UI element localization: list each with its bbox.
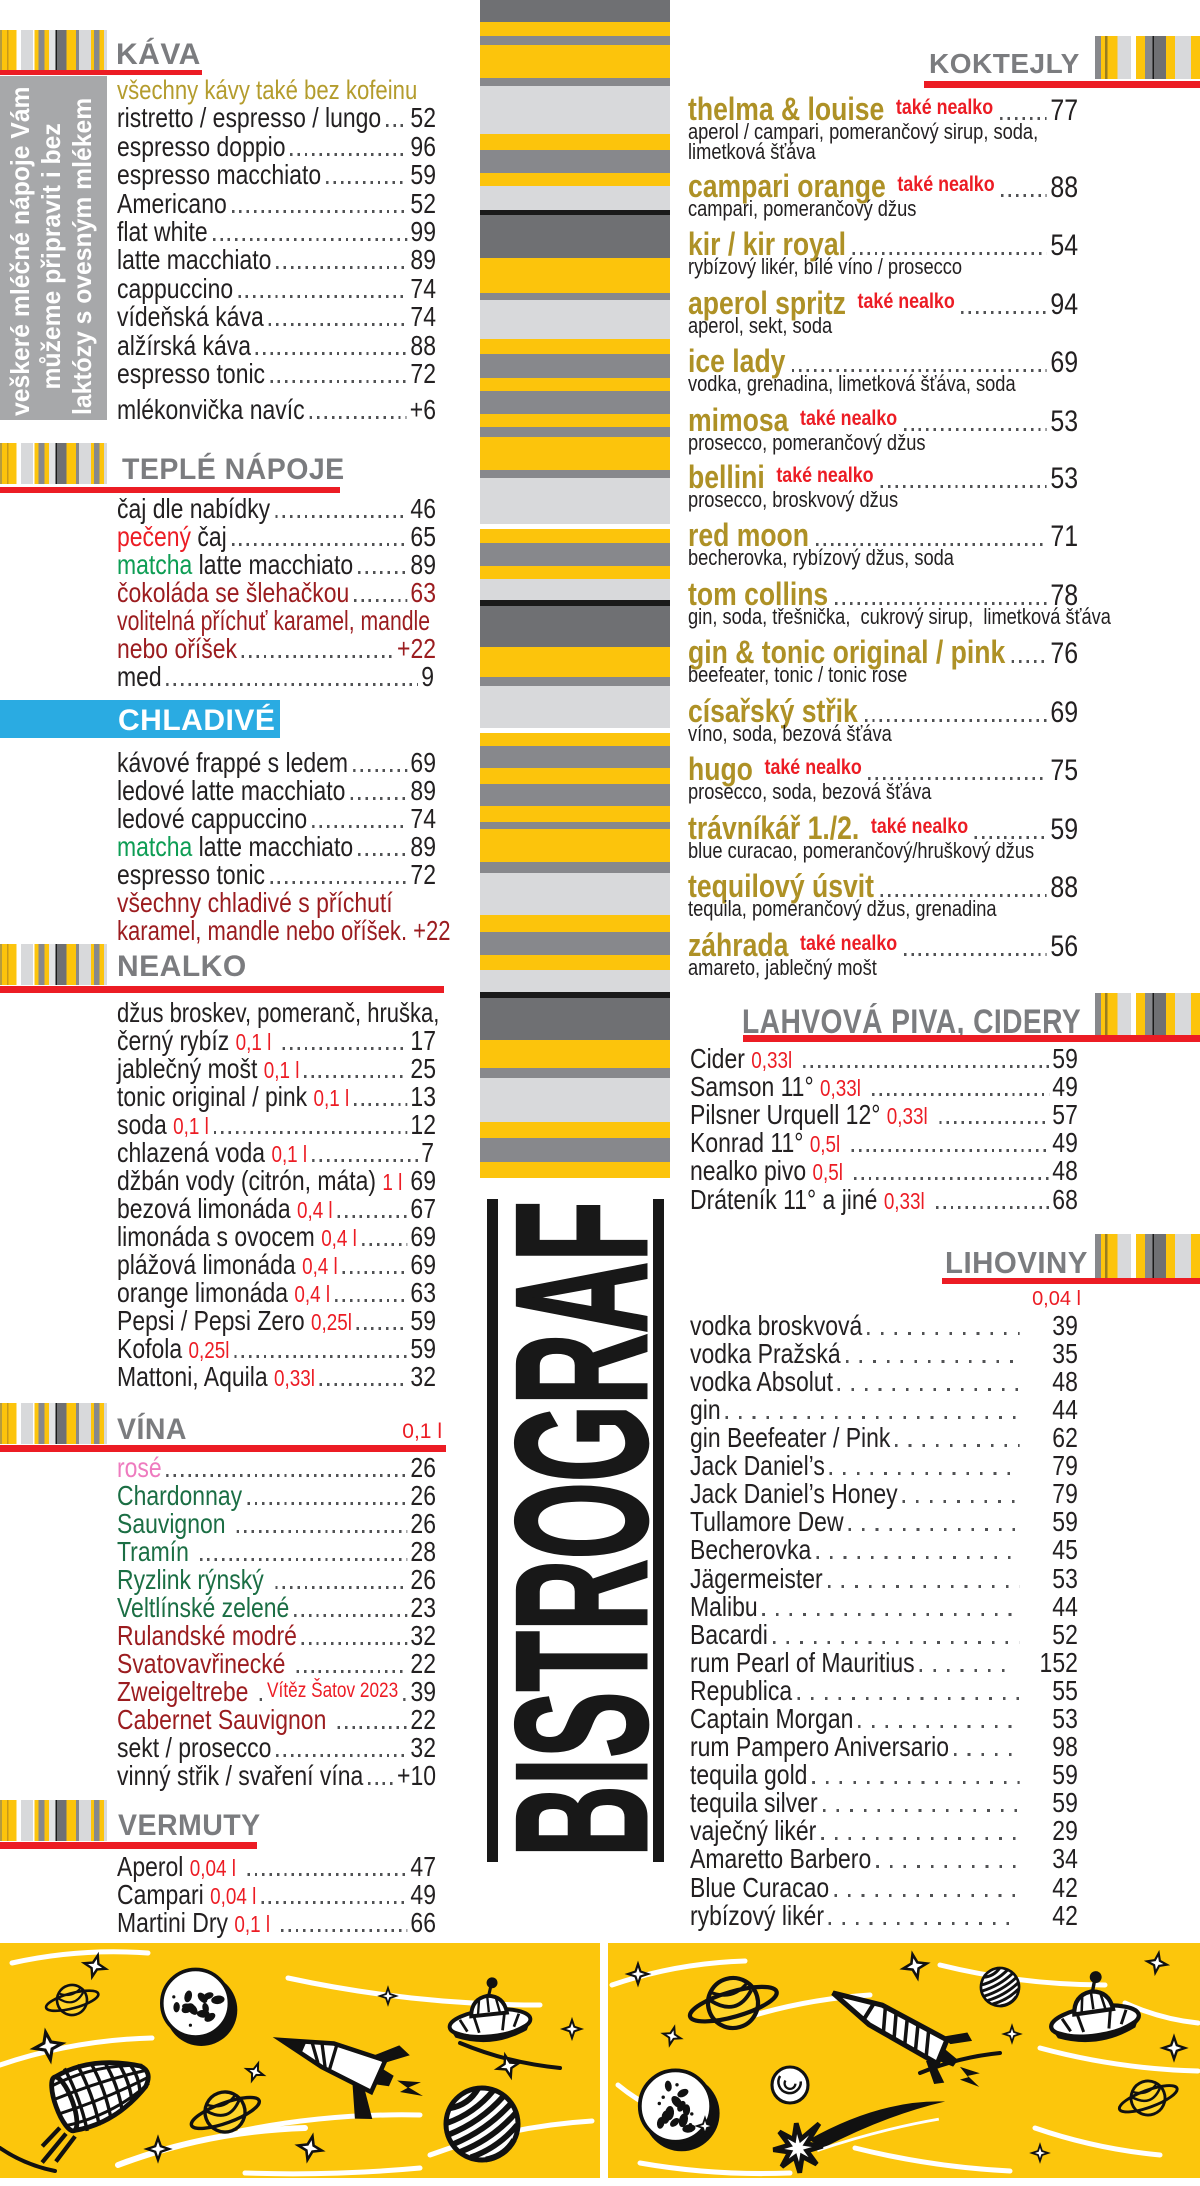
svg-text:BISTROGRAF: BISTROGRAF — [480, 1201, 670, 1857]
